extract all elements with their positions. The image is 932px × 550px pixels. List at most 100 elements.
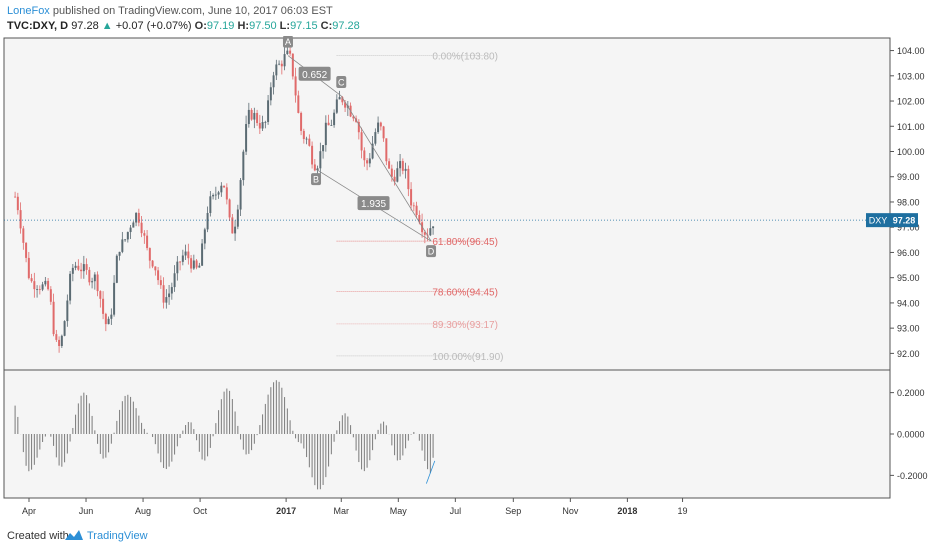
candle-body [107, 318, 110, 325]
axes: 104.00 103.00 102.00 101.00 100.00 99.00 98.00… [4, 46, 928, 516]
close-label: C: [320, 20, 333, 32]
chart-header: LoneFox published on TradingView.com, Ju… [0, 0, 932, 36]
price-tick-label: 103.00 [897, 71, 925, 81]
change-value: +0.07 (+0.07%) [115, 20, 192, 32]
price-tick-label: 95.00 [897, 273, 920, 283]
fib-level-label: 89.30%(93.17) [432, 320, 498, 331]
candle-body [217, 192, 220, 195]
osc-tick-label: 0.2000 [897, 388, 925, 398]
candle-body [335, 99, 338, 113]
price-tick-label: 98.00 [897, 197, 920, 207]
candle-body [66, 300, 69, 322]
pattern-point-box [311, 173, 322, 186]
candle-body [275, 64, 278, 76]
candle-body [82, 264, 85, 272]
candle-body [280, 63, 283, 67]
candle-body [60, 335, 63, 347]
price-tick-label: 96.00 [897, 248, 920, 258]
time-tick-label: Oct [193, 506, 208, 516]
candle-body [377, 122, 380, 133]
pattern-point-label: C [338, 77, 345, 87]
price-tick-label: 97.00 [897, 223, 920, 233]
candle-body [187, 251, 190, 259]
candle-body [261, 122, 264, 129]
price-tick-label: 100.00 [897, 147, 925, 157]
last-price-box [890, 213, 918, 228]
pattern-point-box [282, 36, 293, 48]
candle-body [126, 232, 129, 240]
high-value: 97.50 [249, 20, 277, 32]
candle-body [140, 222, 143, 234]
candle-body [203, 229, 206, 244]
price-tick-label: 94.00 [897, 298, 920, 308]
price-chart[interactable]: 0.00%(103.80) 61.80%(96.45) 78.60%(94.45) 8… [0, 36, 932, 522]
high-label: H: [237, 20, 250, 32]
candle-body [220, 185, 223, 193]
candle-body [146, 235, 149, 249]
pattern-point-label: A [285, 37, 291, 47]
pattern-ratio-label: 0.652 [302, 70, 327, 81]
candle-body [302, 130, 305, 140]
candle-body [30, 278, 33, 282]
candle-body [52, 301, 55, 335]
candle-body [63, 321, 66, 336]
fib-level-label: 0.00%(103.80) [432, 52, 498, 63]
candle-body [366, 160, 369, 164]
price-tick-label: 104.00 [897, 46, 925, 56]
candle-body [272, 75, 275, 88]
candle-body [399, 161, 402, 169]
candle-body [357, 121, 360, 133]
candle-body [38, 289, 41, 290]
ohlc-legend: TVC:DXY, D 97.28 ▲ +0.07 (+0.07%) O:97.1… [7, 20, 360, 32]
candle-body [47, 280, 50, 290]
last-price-value: 97.28 [71, 20, 99, 32]
candle-body [102, 298, 105, 314]
candle-body [236, 209, 239, 227]
open-value: 97.19 [206, 20, 235, 32]
candle-body [16, 196, 19, 211]
candle-body [195, 260, 198, 268]
fib-level-label: 61.80%(96.45) [432, 237, 498, 248]
candle-body [247, 109, 250, 125]
price-tick-label: 93.00 [897, 324, 920, 334]
candle-body [162, 285, 165, 303]
candle-body [423, 232, 426, 235]
candle-body [379, 122, 382, 127]
candle-body [209, 196, 212, 214]
candle-body [148, 248, 151, 261]
candle-body [176, 261, 179, 274]
candle-body [245, 124, 248, 152]
price-pane[interactable] [3, 37, 891, 371]
candle-body [201, 243, 204, 266]
candle-body [181, 255, 184, 262]
candle-body [225, 187, 228, 200]
candle-body [231, 217, 234, 234]
candle-body [264, 121, 267, 123]
pattern-ratio-box [357, 196, 390, 211]
candle-body [313, 164, 316, 171]
created-with-label: Created with [7, 530, 69, 542]
oscillator-pane[interactable] [3, 369, 891, 499]
candle-body [286, 50, 289, 55]
candle-body [214, 194, 217, 196]
price-tick-label: 92.00 [897, 349, 920, 359]
candle-body [294, 76, 297, 96]
candle-body [25, 242, 28, 258]
tradingview-link[interactable]: TradingView [87, 530, 148, 542]
candle-body [184, 251, 187, 256]
candle-body [344, 102, 347, 108]
candle-body [77, 265, 80, 270]
candle-body [407, 168, 410, 190]
pattern-point-box [426, 245, 437, 258]
time-tick-label: Aug [135, 506, 151, 516]
last-price-value: 97.28 [893, 216, 916, 226]
candle-body [55, 334, 58, 340]
tradingview-logo-icon [65, 530, 83, 540]
time-tick-label: 2018 [617, 506, 637, 516]
last-price-symbol-box [866, 213, 890, 228]
candle-body [385, 138, 388, 162]
candle-body [124, 239, 127, 241]
author-link[interactable]: LoneFox [7, 5, 50, 17]
time-tick-label: 2017 [276, 506, 296, 516]
candle-body [93, 274, 96, 282]
